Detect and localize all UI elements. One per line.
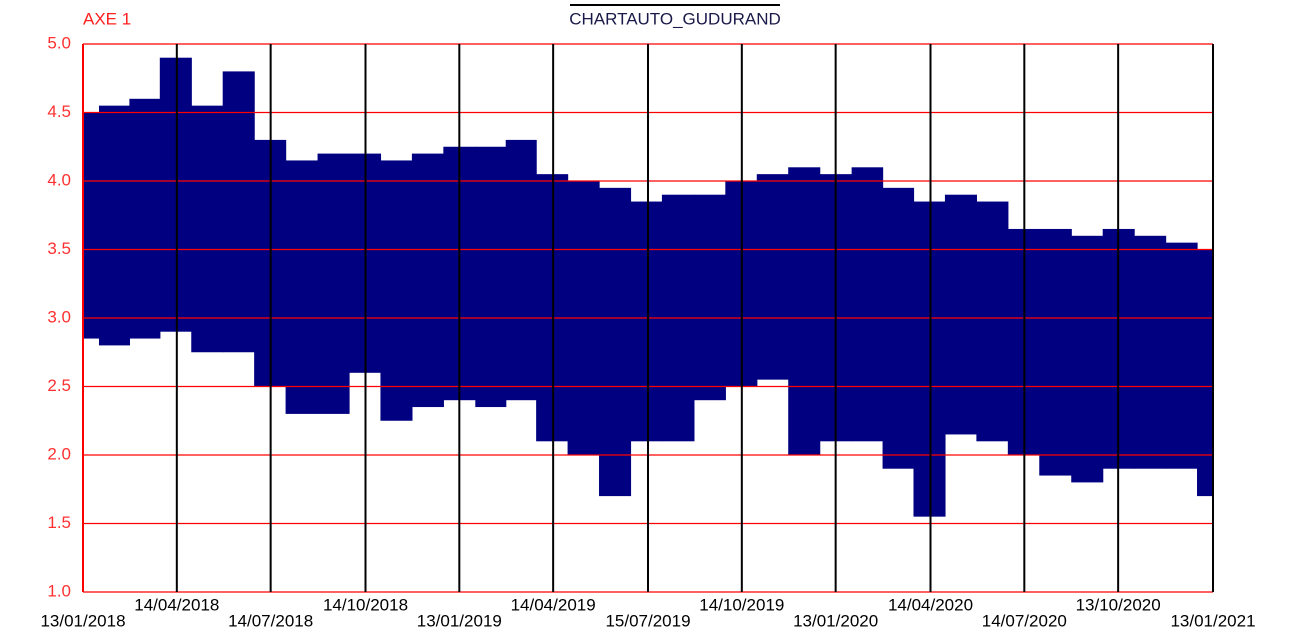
range-bar [83, 112, 100, 339]
x-tick-label: 14/10/2018 [323, 595, 408, 614]
range-bar [98, 105, 130, 346]
axis-label: AXE 1 [83, 9, 131, 28]
y-tick-label: 1.0 [47, 581, 71, 600]
range-bar [380, 160, 413, 421]
x-tick-label: 15/07/2019 [605, 611, 690, 630]
x-tick-label: 14/07/2018 [228, 611, 313, 630]
range-bar [129, 98, 161, 339]
y-tick-label: 4.0 [47, 170, 71, 189]
y-tick-label: 2.0 [47, 444, 71, 463]
y-tick-label: 4.5 [47, 102, 71, 121]
range-bar [599, 187, 632, 497]
x-tick-label: 14/07/2020 [982, 611, 1067, 630]
range-bar [1134, 235, 1167, 469]
x-tick-label: 13/01/2021 [1170, 611, 1255, 630]
range-bar [1039, 228, 1072, 476]
range-bar [1071, 235, 1104, 483]
x-tick-label: 13/01/2020 [793, 611, 878, 630]
range-bar [411, 153, 444, 408]
y-tick-label: 2.5 [47, 376, 71, 395]
range-bar [505, 139, 537, 401]
range-bar [944, 194, 977, 435]
x-tick-label: 14/10/2019 [699, 595, 784, 614]
range-bar [191, 105, 224, 353]
range-bar [693, 194, 726, 401]
range-bar [851, 167, 884, 442]
range-bar [1197, 249, 1214, 497]
range-bar [222, 71, 255, 353]
range-bar [1165, 242, 1198, 469]
range-bar [285, 160, 319, 414]
y-tick-label: 5.0 [47, 33, 71, 52]
range-bar [756, 174, 789, 380]
range-bar [976, 201, 1009, 442]
y-tick-label: 3.0 [47, 307, 71, 326]
range-bar [882, 187, 915, 469]
y-tick-label: 3.5 [47, 239, 71, 258]
x-tick-label: 14/04/2019 [511, 595, 596, 614]
chart-title: CHARTAUTO_GUDURAND [569, 9, 781, 28]
range-bar [475, 146, 507, 408]
x-tick-label: 14/04/2018 [134, 595, 219, 614]
x-tick-label: 13/01/2018 [40, 611, 125, 630]
y-tick-label: 1.5 [47, 513, 71, 532]
x-tick-label: 14/04/2020 [888, 595, 973, 614]
x-tick-label: 13/01/2019 [417, 611, 502, 630]
x-tick-label: 13/10/2020 [1076, 595, 1161, 614]
range-bar [317, 153, 350, 414]
range-bar [630, 201, 663, 442]
range-bar [788, 167, 821, 456]
